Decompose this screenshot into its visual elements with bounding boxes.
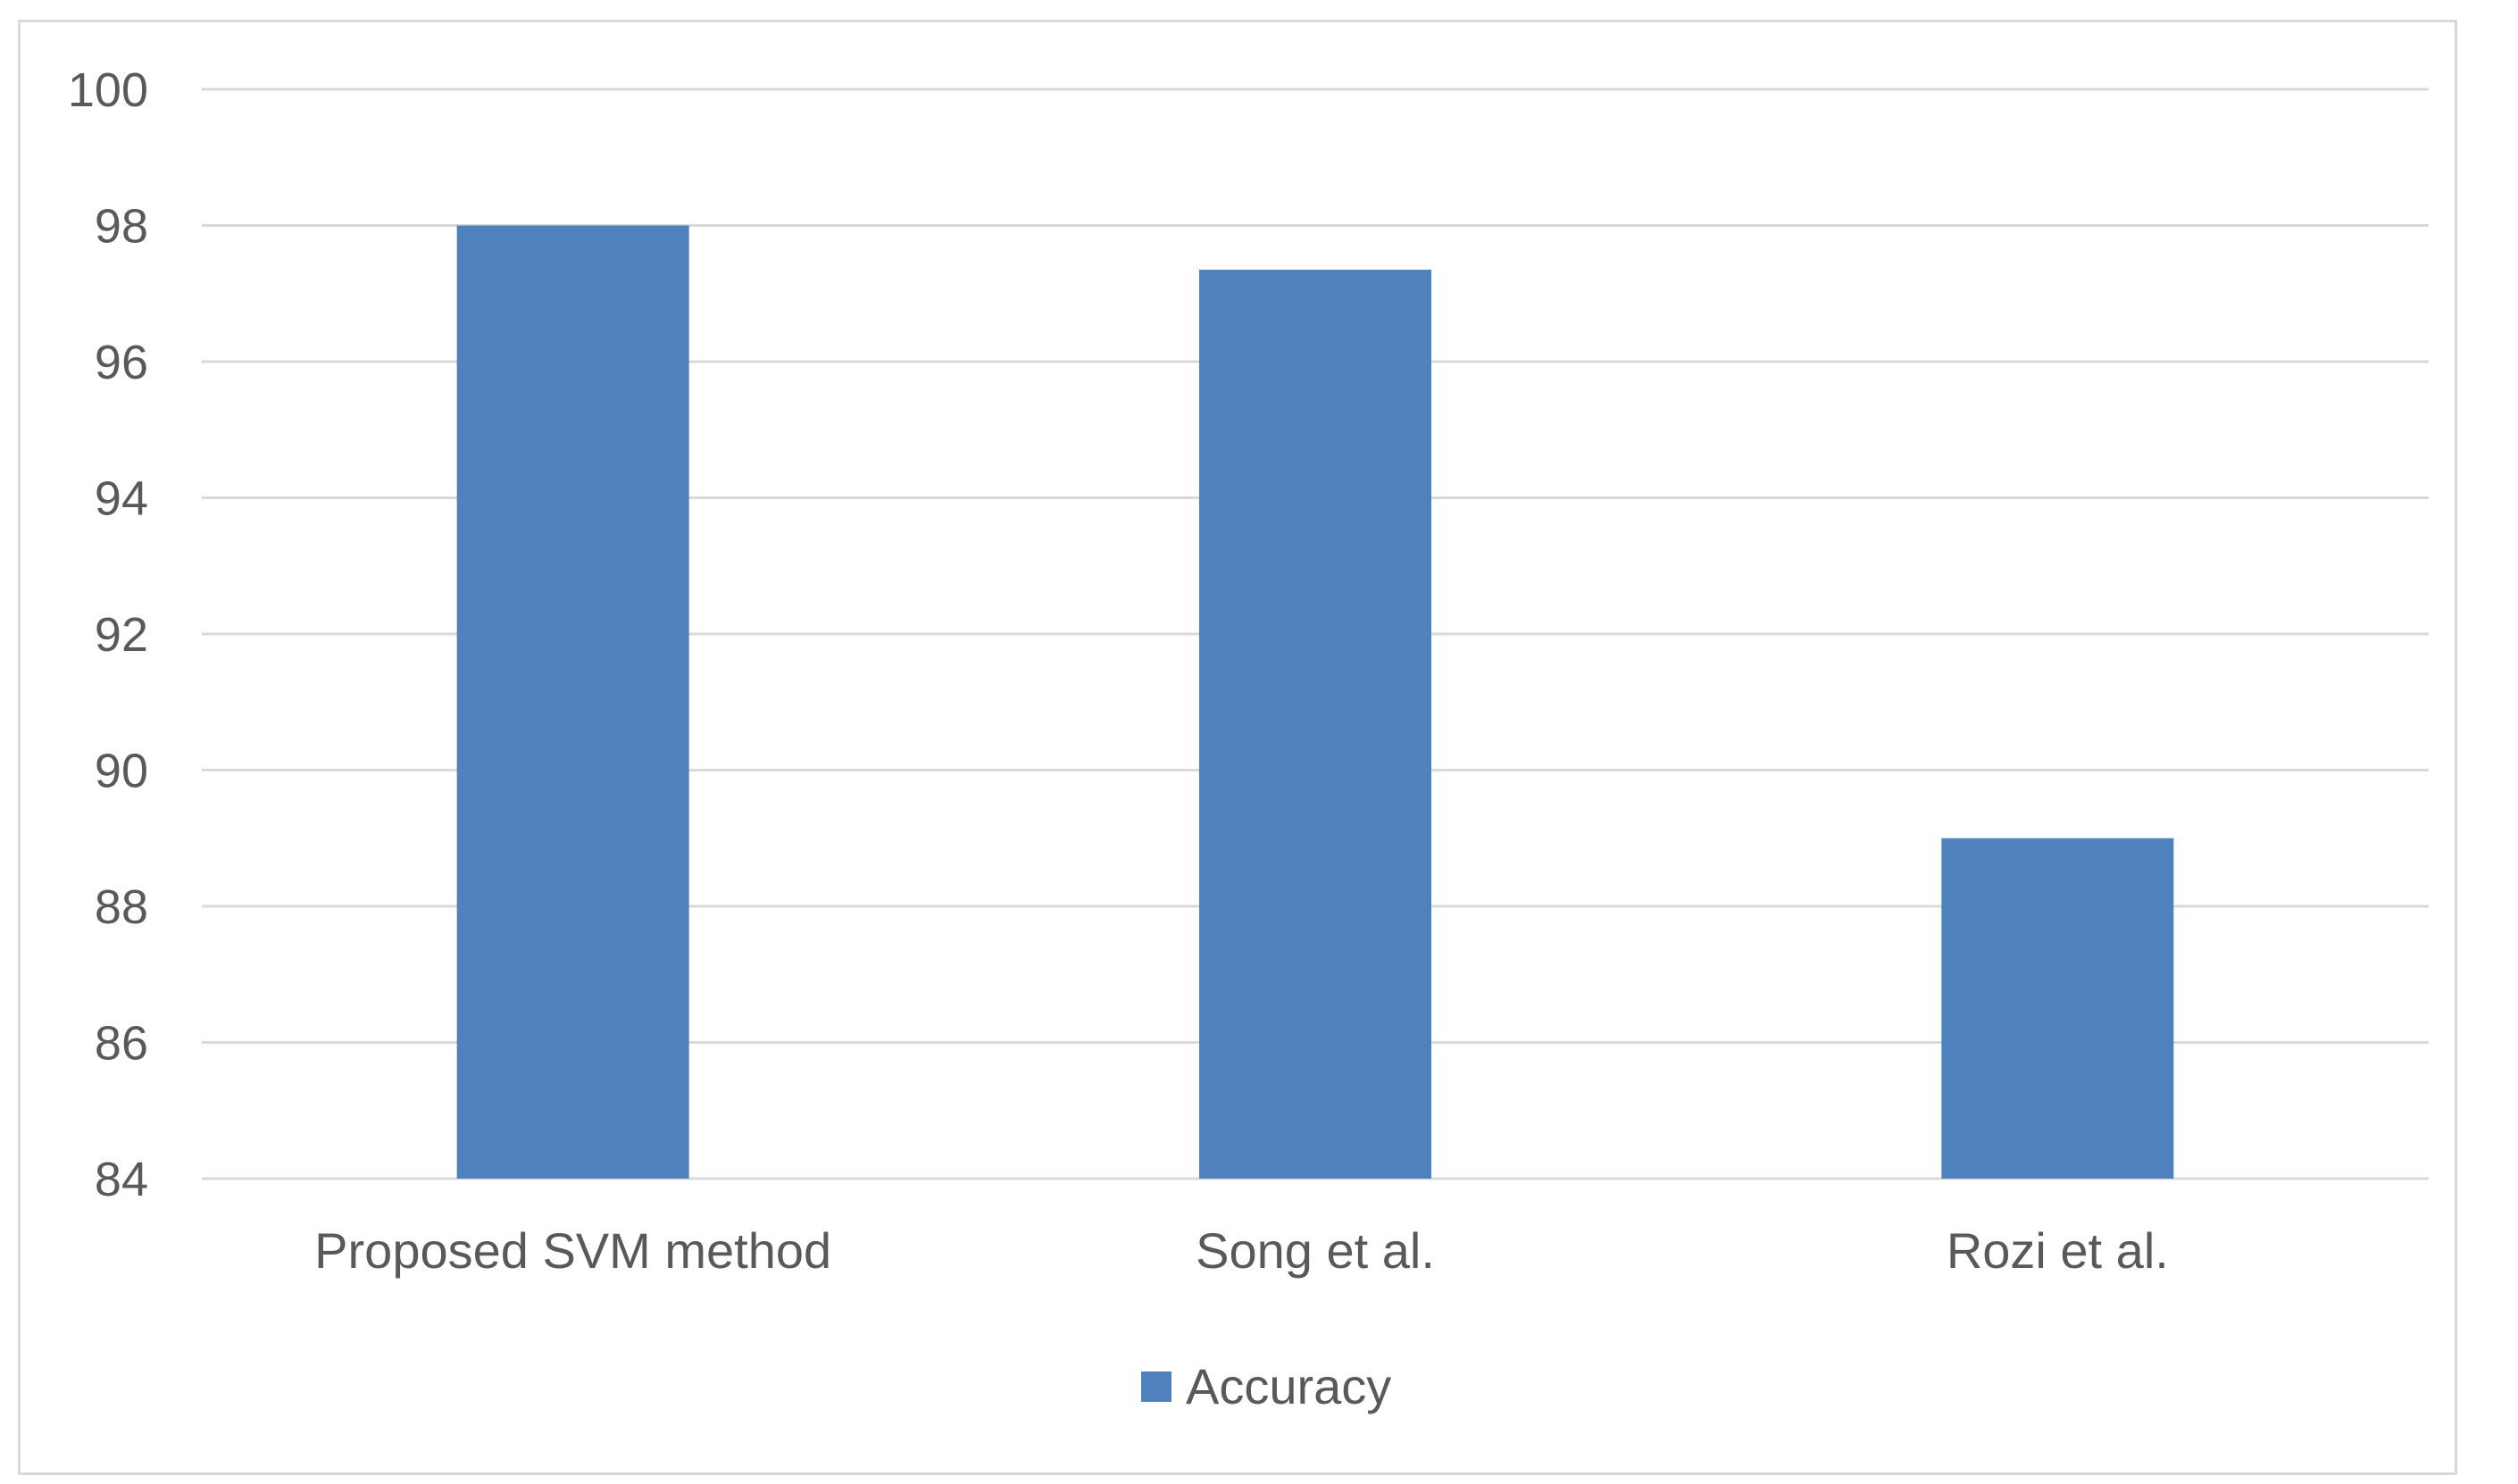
x-axis-category-labels: Proposed SVM method Song et al. Rozi et al…: [314, 1222, 2169, 1279]
y-tick-label-90: 90: [95, 745, 148, 798]
y-tick-label-92: 92: [95, 608, 148, 662]
y-tick-label-96: 96: [95, 336, 148, 389]
bars: [456, 225, 2174, 1179]
legend-label-accuracy: Accuracy: [1186, 1358, 1391, 1414]
x-category-label-1: Proposed SVM method: [314, 1222, 831, 1279]
x-category-label-2: Song et al.: [1196, 1222, 1435, 1279]
legend: Accuracy: [1141, 1358, 1391, 1414]
y-tick-label-94: 94: [95, 472, 148, 526]
legend-swatch-accuracy: [1141, 1371, 1171, 1402]
y-axis-tick-labels: 84 86 88 90 92 94 96 98 100: [68, 63, 148, 1206]
y-tick-label-84: 84: [95, 1153, 148, 1206]
y-tick-label-86: 86: [95, 1017, 148, 1071]
y-tick-label-88: 88: [95, 880, 148, 934]
bar-3: [1941, 838, 2174, 1179]
y-tick-label-98: 98: [95, 200, 148, 254]
x-category-label-3: Rozi et al.: [1947, 1222, 2169, 1279]
bar-2: [1199, 270, 1431, 1179]
y-tick-label-100: 100: [68, 63, 148, 117]
bar-1: [456, 225, 689, 1179]
